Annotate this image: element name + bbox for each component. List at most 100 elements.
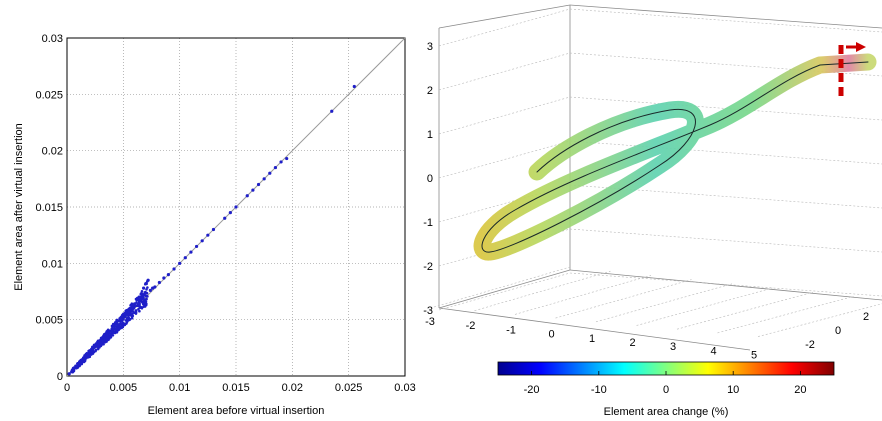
colorbar-tick-label: -20 [524,384,540,396]
scatter-x-tick-label: 0.015 [222,382,250,394]
scatter-point [137,304,140,308]
scatter-point [234,205,238,209]
scatter-point [117,323,121,326]
scatter-y-tick-label: 0.025 [35,89,63,101]
z-grid-line [438,8,571,47]
x-tick-label: 5 [751,350,757,362]
scatter-point [98,339,101,342]
scatter-point [126,319,129,323]
scatter-points [67,84,356,376]
x-grid-line [595,283,733,323]
scatter-point [67,372,71,376]
scatter-point [200,239,204,243]
scatter-point [124,322,128,325]
x-tick-label: -1 [506,324,516,336]
scatter-y-tick-label: 0.015 [35,202,63,214]
z-grid-line-back [569,140,882,165]
scatter-point [78,362,82,366]
scatter-point [120,314,124,318]
vessel-tube [473,53,877,261]
scatter-point [139,299,143,303]
scatter-point [111,331,115,335]
x-tick-label: 3 [670,341,676,353]
scatter-point [166,273,170,277]
z-axis-ticks: 3 2 1 0 -1 -2 -3 [423,41,433,317]
scatter-x-tick-label: 0.03 [394,382,415,394]
3d-box-wireframe [438,4,882,351]
scatter-point [117,327,121,330]
scatter-point [135,298,138,302]
z-tick-label: -3 [423,305,433,317]
z-grid-line [438,52,571,91]
scatter-point [94,342,98,345]
scatter-point [228,211,232,215]
scatter-point [128,313,132,317]
scatter-point [206,233,210,237]
y-tick-label: 2 [863,311,869,323]
scatter-point [81,358,84,362]
scatter-point [71,367,75,370]
scatter-point [183,256,187,260]
scatter-y-tick-label: 0.005 [35,315,63,327]
scatter-point [148,288,152,292]
scatter-point [102,342,105,346]
scatter-point [279,160,283,164]
scatter-point [138,306,142,309]
scatter-y-tick-label: 0.02 [42,146,63,158]
scatter-point [120,325,124,329]
scatter-point [137,299,141,302]
scatter-point [262,177,266,181]
z-grid-line [438,272,571,311]
scatter-point [145,288,148,291]
scatter-point [131,305,134,309]
scatter-point [106,333,109,337]
scatter-x-axis-label: Element area before virtual insertion [148,405,325,417]
scatter-point [119,317,122,321]
scatter-point [145,297,148,301]
z-tick-label: 1 [427,129,433,141]
scatter-x-ticks: 0 0.005 0.01 0.015 0.02 0.025 0.03 [64,382,416,394]
scatter-point [140,290,144,293]
scatter-point [102,332,106,336]
scatter-y-axis-label: Element area after virtual insertion [13,123,25,291]
scatter-point [273,165,278,170]
scatter-point [131,312,134,316]
scatter-y-ticks: 0 0.005 0.01 0.015 0.02 0.025 0.03 [35,33,63,383]
scatter-point [103,338,106,341]
scatter-point [94,349,97,353]
scatter-point [115,318,119,322]
scatter-point [119,321,122,325]
scatter-y-tick-label: 0 [57,371,63,383]
scatter-point [157,280,161,285]
x-tick-label: 2 [629,337,635,349]
scatter-point [107,338,110,342]
scatter-point [211,227,216,232]
scatter-x-tick-label: 0.01 [169,382,190,394]
scatter-point [144,300,147,304]
scatter-point [87,349,90,353]
scatter-point [90,353,93,356]
scatter-point [245,194,249,198]
scatter-point [115,329,119,332]
scatter-point [256,182,261,187]
scatter-point [130,316,134,320]
scatter-point [124,315,127,319]
scatter-point [142,301,145,305]
scatter-point [162,276,166,280]
scatter-point [111,327,115,331]
z-tick-label: 3 [427,41,433,53]
colorbar-ticks: -20 -10 0 10 20 [524,371,807,396]
z-tick-label: -2 [423,261,433,273]
z-tick-label: 2 [427,85,433,97]
x-tick-label: 0 [548,329,554,341]
scatter-y-tick-label: 0.03 [42,33,63,45]
scatter-point [142,286,146,290]
z-grid-line [438,140,571,179]
scatter-point [129,303,133,307]
insertion-arrow [838,42,866,100]
scatter-y-tick-label: 0.01 [42,258,63,270]
scatter-point [91,346,94,350]
scatter-x-tick-label: 0 [64,382,70,394]
z-tick-label: 0 [427,173,433,185]
